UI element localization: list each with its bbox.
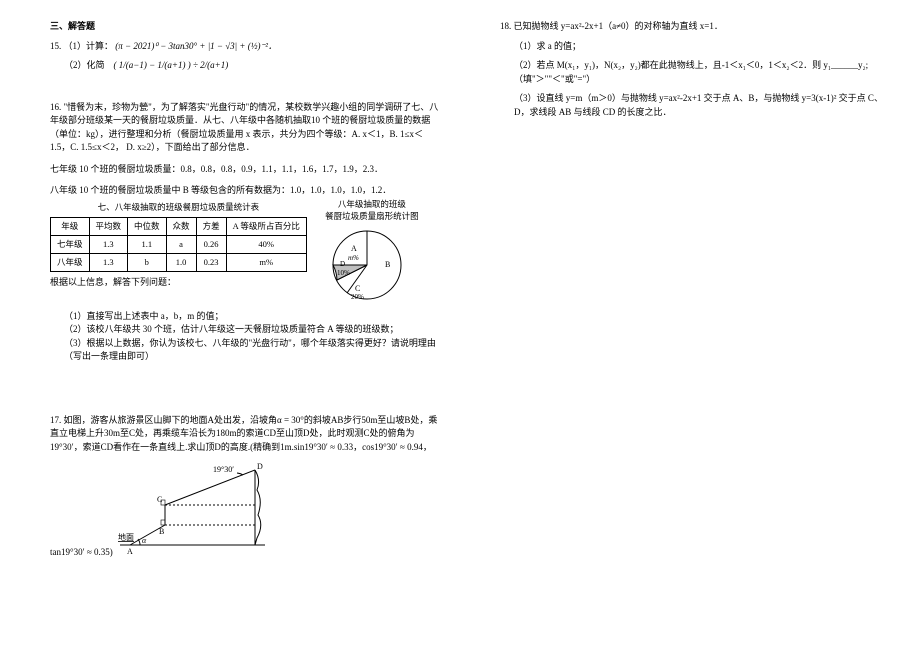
- q16-grade8-data: 八年级 10 个班的餐厨垃圾质量中 B 等级包含的所有数据为：1.0，1.0，1…: [50, 184, 440, 198]
- svg-text:10%: 10%: [337, 269, 350, 277]
- q16-after-table: 根据以上信息，解答下列问题：: [50, 276, 307, 290]
- question-17: 17. 如图，游客从旅游景区山脚下的地面A处出发，沿坡角α = 30°的斜坡AB…: [50, 414, 440, 560]
- label-A: A: [127, 547, 133, 555]
- q15-part1-label: （1）计算：: [64, 41, 114, 51]
- q16-p2: （2）该校八年级共 30 个班，估计八年级这一天餐厨垃圾质量符合 A 等级的班级…: [64, 323, 440, 337]
- th: 中位数: [128, 218, 167, 236]
- td: a: [166, 236, 196, 254]
- td: 40%: [226, 236, 306, 254]
- td: 1.3: [89, 253, 128, 271]
- q15-part2-expr: ( 1/(a−1) − 1/(a+1) ) ÷ 2/(a+1): [114, 60, 229, 70]
- q15-part1-expr: (π − 2021)⁰ − 3tan30° + |1 − √3| + (½)⁻²…: [115, 41, 277, 51]
- q18-p3: （3）设直线 y=m（m＞0）与抛物线 y=ax²-2x+1 交于点 A、B，与…: [514, 92, 890, 119]
- question-18: 18. 已知抛物线 y=ax²-2x+1（a≠0）的对称轴为直线 x=1． （1…: [500, 20, 890, 119]
- td: b: [128, 253, 167, 271]
- left-column: 三、解答题 15. （1）计算： (π − 2021)⁰ − 3tan30° +…: [50, 20, 440, 640]
- table-header-row: 年级 平均数 中位数 众数 方差 A 等级所占百分比: [51, 218, 307, 236]
- q15-number: 15.: [50, 41, 61, 51]
- q15-part2-label: （2）化简: [64, 60, 105, 70]
- table-row: 七年级 1.3 1.1 a 0.26 40%: [51, 236, 307, 254]
- q16-pie-title: 八年级抽取的班级 餐厨垃圾质量扇形统计图: [317, 198, 427, 224]
- th: 方差: [196, 218, 226, 236]
- q16-table-chart-row: 七、八年级抽取的班级餐厨垃圾质量统计表 年级 平均数 中位数 众数 方差 A 等…: [50, 198, 440, 310]
- td: m%: [226, 253, 306, 271]
- td: 八年级: [51, 253, 90, 271]
- svg-text:m%: m%: [348, 254, 359, 262]
- td: 1.0: [166, 253, 196, 271]
- td: 0.26: [196, 236, 226, 254]
- q16-pie-block: 八年级抽取的班级 餐厨垃圾质量扇形统计图 A m% B C 20% 10%: [317, 198, 427, 310]
- q15-part2: （2）化简 ( 1/(a−1) − 1/(a+1) ) ÷ 2/(a+1): [64, 59, 440, 73]
- td: 1.3: [89, 236, 128, 254]
- svg-text:20%: 20%: [351, 293, 364, 301]
- q16-stats-table: 年级 平均数 中位数 众数 方差 A 等级所占百分比 七年级 1.3 1.1 a…: [50, 217, 307, 271]
- th: 年级: [51, 218, 90, 236]
- svg-text:D: D: [340, 260, 345, 268]
- right-column: 18. 已知抛物线 y=ax²-2x+1（a≠0）的对称轴为直线 x=1． （1…: [500, 20, 890, 640]
- q18-number: 18.: [500, 21, 511, 31]
- td: 0.23: [196, 253, 226, 271]
- mountain-diagram-icon: A B C D 地面 α 19°30′: [115, 460, 295, 555]
- question-16: 16. "惜餐为末，珍物为甇"，为了解落实"光盘行动"的情况，某校数学兴趣小组的…: [50, 101, 440, 364]
- q16-table-title: 七、八年级抽取的班级餐厨垃圾质量统计表: [50, 201, 307, 214]
- td: 七年级: [51, 236, 90, 254]
- table-row: 八年级 1.3 b 1.0 0.23 m%: [51, 253, 307, 271]
- q16-table-block: 七、八年级抽取的班级餐厨垃圾质量统计表 年级 平均数 中位数 众数 方差 A 等…: [50, 198, 307, 290]
- th: 众数: [166, 218, 196, 236]
- label-C: C: [157, 495, 162, 504]
- pie-chart-icon: A m% B C 20% 10% D: [317, 225, 417, 305]
- q16-number: 16.: [50, 102, 61, 112]
- th: 平均数: [89, 218, 128, 236]
- svg-text:A: A: [351, 244, 357, 253]
- label-angle: 19°30′: [213, 465, 234, 474]
- label-B: B: [159, 527, 164, 536]
- label-D: D: [257, 462, 263, 471]
- q16-p3: （3）根据以上数据，你认为该校七、八年级的"光盘行动"，哪个年级落实得更好？请说…: [64, 337, 440, 364]
- q16-grade7-data: 七年级 10 个班的餐厨垃圾质量：0.8，0.8，0.8，0.9，1.1，1.1…: [50, 163, 440, 177]
- question-15: 15. （1）计算： (π − 2021)⁰ − 3tan30° + |1 − …: [50, 40, 440, 73]
- q18-p1: （1）求 a 的值；: [514, 40, 890, 54]
- q16-p1: （1）直接写出上述表中 a，b，m 的值；: [64, 310, 440, 324]
- svg-text:C: C: [355, 284, 360, 293]
- q17-number: 17.: [50, 415, 61, 425]
- svg-text:B: B: [385, 260, 390, 269]
- section-title: 三、解答题: [50, 20, 440, 34]
- q16-intro: "惜餐为末，珍物为甇"，为了解落实"光盘行动"的情况，某校数学兴趣小组的同学调研…: [50, 102, 438, 153]
- label-ground: 地面: [118, 532, 134, 542]
- label-alpha: α: [142, 536, 147, 545]
- q18-p2: （2）若点 M(x₁，y₁)，N(x₂，y₂)都在此抛物线上，且-1＜x₁＜0，…: [514, 59, 890, 86]
- td: 1.1: [128, 236, 167, 254]
- q18-intro: 已知抛物线 y=ax²-2x+1（a≠0）的对称轴为直线 x=1．: [514, 21, 723, 31]
- th: A 等级所占百分比: [226, 218, 306, 236]
